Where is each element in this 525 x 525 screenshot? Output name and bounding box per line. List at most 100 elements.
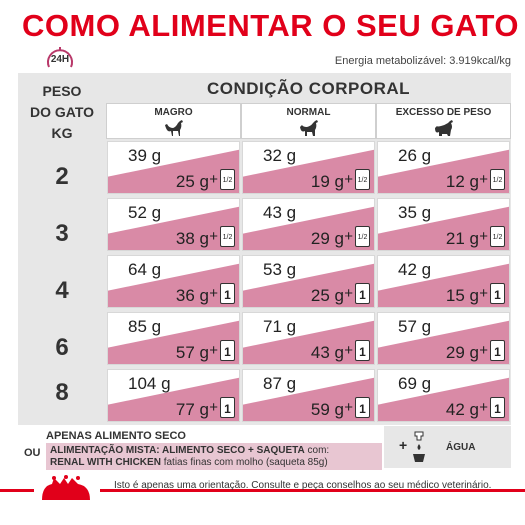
condition-header: CONDIÇÃO CORPORAL [106,73,511,103]
dry-food-amount: 32 g [263,146,297,165]
mixed-dry-amount: 29 g [310,229,344,248]
pouch-quantity: 1/2 [222,234,233,241]
column-header-normal: NORMAL [241,103,376,139]
dry-food-amount: 69 g [398,374,432,393]
mixed-dry-amount: 43 g [310,343,344,362]
weight-value: 3 [55,220,69,247]
weight-header-line-3: KG [51,125,73,141]
mixed-dry-amount: 19 g [310,172,344,191]
water-plus: + [399,437,408,453]
dry-food-amount: 104 g [128,374,171,393]
mixed-feeding-wedge [378,149,509,193]
mixed-dry-amount: 29 g [445,343,479,362]
pouch-quantity: 1/2 [357,177,368,184]
energy-info: Energia metabolizável: 3.919kcal/kg [334,55,511,67]
mixed-dry-amount: 25 g [175,172,209,191]
pouch-quantity: 1 [224,402,231,416]
plus-sign: + [209,342,218,359]
pouch-quantity: 1 [359,345,366,359]
feeding-cell: 26 g 12 g +1/2 [377,141,510,194]
weight-value: 2 [55,163,69,190]
mixed-dry-amount: 42 g [445,400,479,419]
feeding-cell: 87 g 59 g +1 [242,369,375,422]
mixed-feeding-wedge [378,206,509,250]
legend-dry-only: APENAS ALIMENTO SECO [46,430,186,442]
weight-value: 4 [55,277,69,304]
mixed-dry-amount: 77 g [175,400,209,419]
footnote: Isto é apenas uma orientação. Consulte e… [114,480,492,491]
mixed-feeding-wedge [378,320,509,364]
mixed-feeding-wedge [243,149,374,193]
mixed-feeding-wedge [108,320,239,364]
mixed-dry-amount: 38 g [175,229,209,248]
mixed-dry-amount: 15 g [445,286,479,305]
plus-sign: + [344,171,353,188]
pouch-quantity: 1 [224,345,231,359]
plus-sign: + [479,228,488,245]
feeding-cell: 104 g 77 g +1 [107,369,240,422]
cat-overweight-icon [434,120,453,136]
weight-column: PESO DO GATO KG 2 3 4 6 8 [18,73,106,425]
column-label: EXCESSO DE PESO [395,107,492,118]
mixed-feeding-wedge [378,263,509,307]
dry-food-amount: 53 g [263,260,297,279]
pouch-icon: 1 [220,397,235,418]
royal-canin-logo [34,474,100,504]
pouch-quantity: 1 [359,402,366,416]
feeding-cell: 52 g 38 g +1/2 [107,198,240,251]
plus-sign: + [209,228,218,245]
footer-divider [0,489,525,492]
page-title: COMO ALIMENTAR O SEU GATO [22,8,520,43]
mixed-feeding-wedge [108,149,239,193]
dry-food-amount: 42 g [398,260,432,279]
pouch-quantity: 1 [224,288,231,302]
mixed-dry-amount: 21 g [445,229,479,248]
plus-sign: + [209,171,218,188]
legend-product-desc: fatias finas com molho (saqueta 85g) [160,457,328,468]
pouch-quantity: 1/2 [492,234,503,241]
dry-food-amount: 71 g [263,317,297,336]
pouch-icon: 1/2 [220,226,235,247]
weight-header: PESO DO GATO KG [18,81,106,144]
plus-sign: + [344,399,353,416]
pouch-quantity: 1 [494,288,501,302]
column-header-excesso: EXCESSO DE PESO [376,103,511,139]
dry-food-amount: 52 g [128,203,162,222]
legend-mixed: ALIMENTAÇÃO MISTA: ALIMENTO SECO + SAQUE… [46,443,382,470]
pouch-icon: 1/2 [355,226,370,247]
plus-sign: + [479,171,488,188]
plus-sign: + [344,285,353,302]
plus-sign: + [344,342,353,359]
plus-sign: + [479,399,488,416]
feeding-cell: 53 g 25 g +1 [242,255,375,308]
mixed-feeding-wedge [108,377,239,421]
water-legend: + ÁGUA [384,426,511,468]
clock-icon: 24H [44,47,76,71]
legend-product-name: RENAL WITH CHICKEN [50,457,161,468]
weight-header-line-2: DO GATO [29,104,95,120]
weight-value: 6 [55,334,69,361]
pouch-icon: 1 [490,340,505,361]
dry-food-amount: 57 g [398,317,432,336]
mixed-dry-amount: 25 g [310,286,344,305]
cat-normal-icon [299,120,318,136]
pouch-icon: 1 [355,340,370,361]
mixed-dry-amount: 36 g [175,286,209,305]
water-bowl-icon [413,431,425,462]
pouch-icon: 1 [220,283,235,304]
water-label: ÁGUA [446,442,476,453]
feeding-cell: 43 g 29 g +1/2 [242,198,375,251]
dry-food-amount: 35 g [398,203,432,222]
weight-header-line-1: PESO [42,83,82,99]
pouch-quantity: 1 [359,288,366,302]
pouch-icon: 1 [355,397,370,418]
cat-thin-icon [164,120,183,136]
pouch-icon: 1/2 [490,226,505,247]
dry-food-amount: 87 g [263,374,297,393]
pouch-icon: 1 [220,340,235,361]
mixed-feeding-wedge [378,377,509,421]
plus-sign: + [209,399,218,416]
plus-sign: + [209,285,218,302]
mixed-dry-amount: 12 g [445,172,479,191]
mixed-dry-amount: 59 g [310,400,344,419]
